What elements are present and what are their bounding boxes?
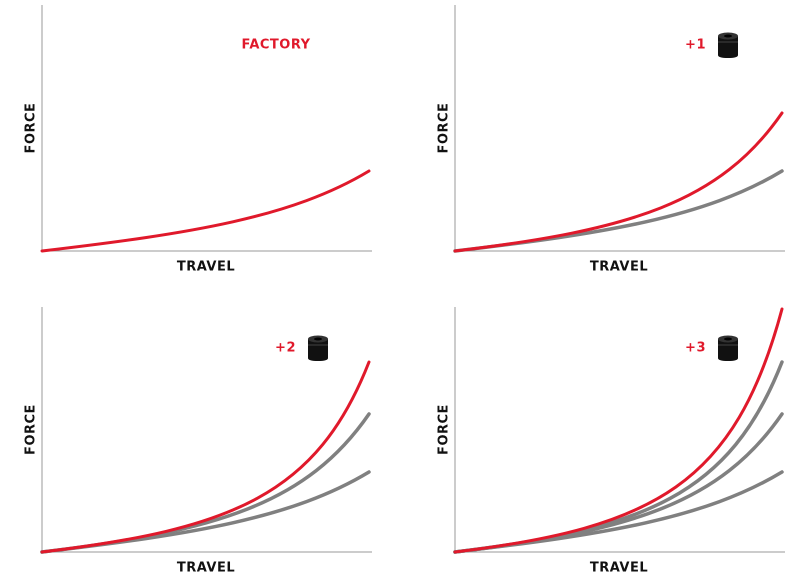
curves: [40, 169, 371, 253]
curves: [453, 307, 784, 554]
spring-curve: [453, 111, 784, 253]
y-axis-label: FORCE: [437, 404, 452, 455]
y-axis-label: FORCE: [437, 103, 452, 154]
panel: FORCE TRAVEL +3: [437, 307, 785, 576]
spring-curve: [40, 169, 371, 253]
spacer-hole: [314, 337, 322, 341]
panel-label: FACTORY: [241, 38, 310, 53]
x-axis-label: TRAVEL: [177, 561, 235, 576]
spacer-hole: [724, 337, 732, 341]
panel: FORCE TRAVEL +2: [24, 307, 372, 576]
spring-curve: [453, 307, 784, 554]
x-axis-label: TRAVEL: [590, 260, 648, 275]
curves: [453, 111, 784, 253]
spacer-icon: [718, 32, 738, 58]
base-curve: [40, 470, 371, 554]
y-axis-label: FORCE: [24, 103, 39, 154]
panel-label: +1: [685, 38, 706, 53]
spring-curve: [40, 360, 371, 554]
x-axis-label: TRAVEL: [590, 561, 648, 576]
panel: FORCE TRAVEL +1: [437, 5, 785, 275]
spacer-hole: [724, 34, 732, 38]
spacer-icon: [718, 335, 738, 361]
base-curve: [453, 169, 784, 253]
curves: [40, 360, 371, 554]
base-curve: [40, 412, 371, 554]
panel-label: +3: [685, 341, 706, 356]
panel: FORCE TRAVEL FACTORY: [24, 5, 372, 275]
y-axis-label: FORCE: [24, 404, 39, 455]
panel-label: +2: [275, 341, 296, 356]
base-curve: [453, 470, 784, 554]
x-axis-label: TRAVEL: [177, 260, 235, 275]
base-curve: [453, 412, 784, 554]
spacer-icon: [308, 335, 328, 361]
